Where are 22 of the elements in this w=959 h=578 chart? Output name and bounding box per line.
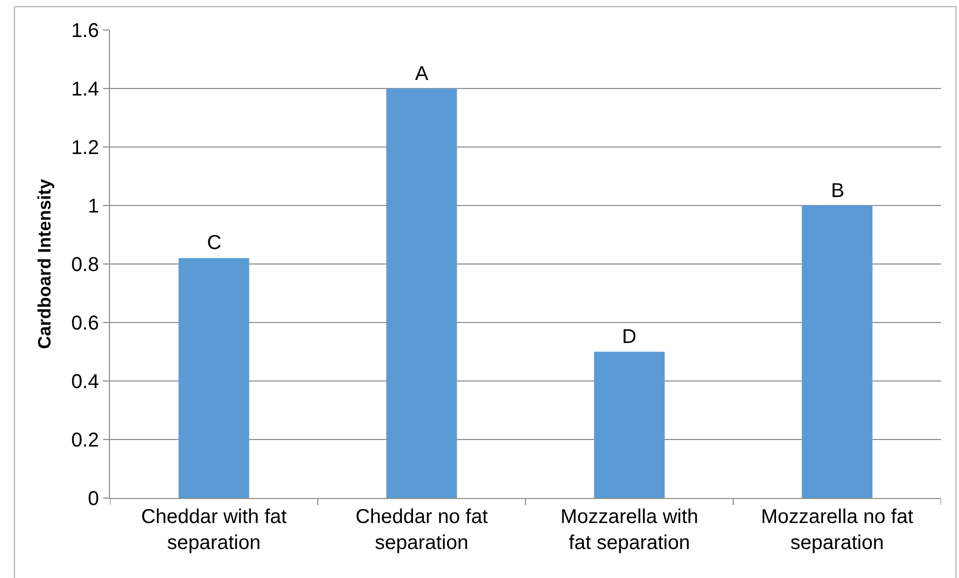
annotation: D — [622, 326, 636, 348]
y-tick-label: 0.4 — [71, 371, 99, 393]
y-tick-label: 0.6 — [71, 312, 99, 334]
bar — [386, 88, 457, 498]
x-tick-label: Mozzarella with fat separation — [560, 506, 698, 554]
bar — [178, 258, 250, 498]
x-tick-label: Mozzarella no fat separation — [760, 506, 914, 554]
y-tick-label: 0 — [88, 488, 99, 510]
annotation: C — [207, 232, 222, 254]
y-tick-label: 1 — [88, 196, 99, 218]
y-axis-title: Cardboard Intensity — [34, 178, 54, 350]
y-tick-label: 0.2 — [71, 430, 99, 452]
y-tick-label: 0.8 — [71, 254, 99, 276]
annotation: A — [415, 63, 429, 85]
y-tick-label: 1.2 — [71, 137, 99, 159]
x-tick-label: Cheddar with fat separation — [141, 506, 288, 554]
y-tick-label: 1.4 — [71, 78, 99, 100]
bar — [802, 206, 872, 498]
y-tick-label: 1.6 — [71, 20, 99, 42]
x-tick-label: Cheddar no fat separation — [355, 506, 488, 554]
bar — [594, 352, 665, 498]
annotation: B — [831, 180, 844, 202]
